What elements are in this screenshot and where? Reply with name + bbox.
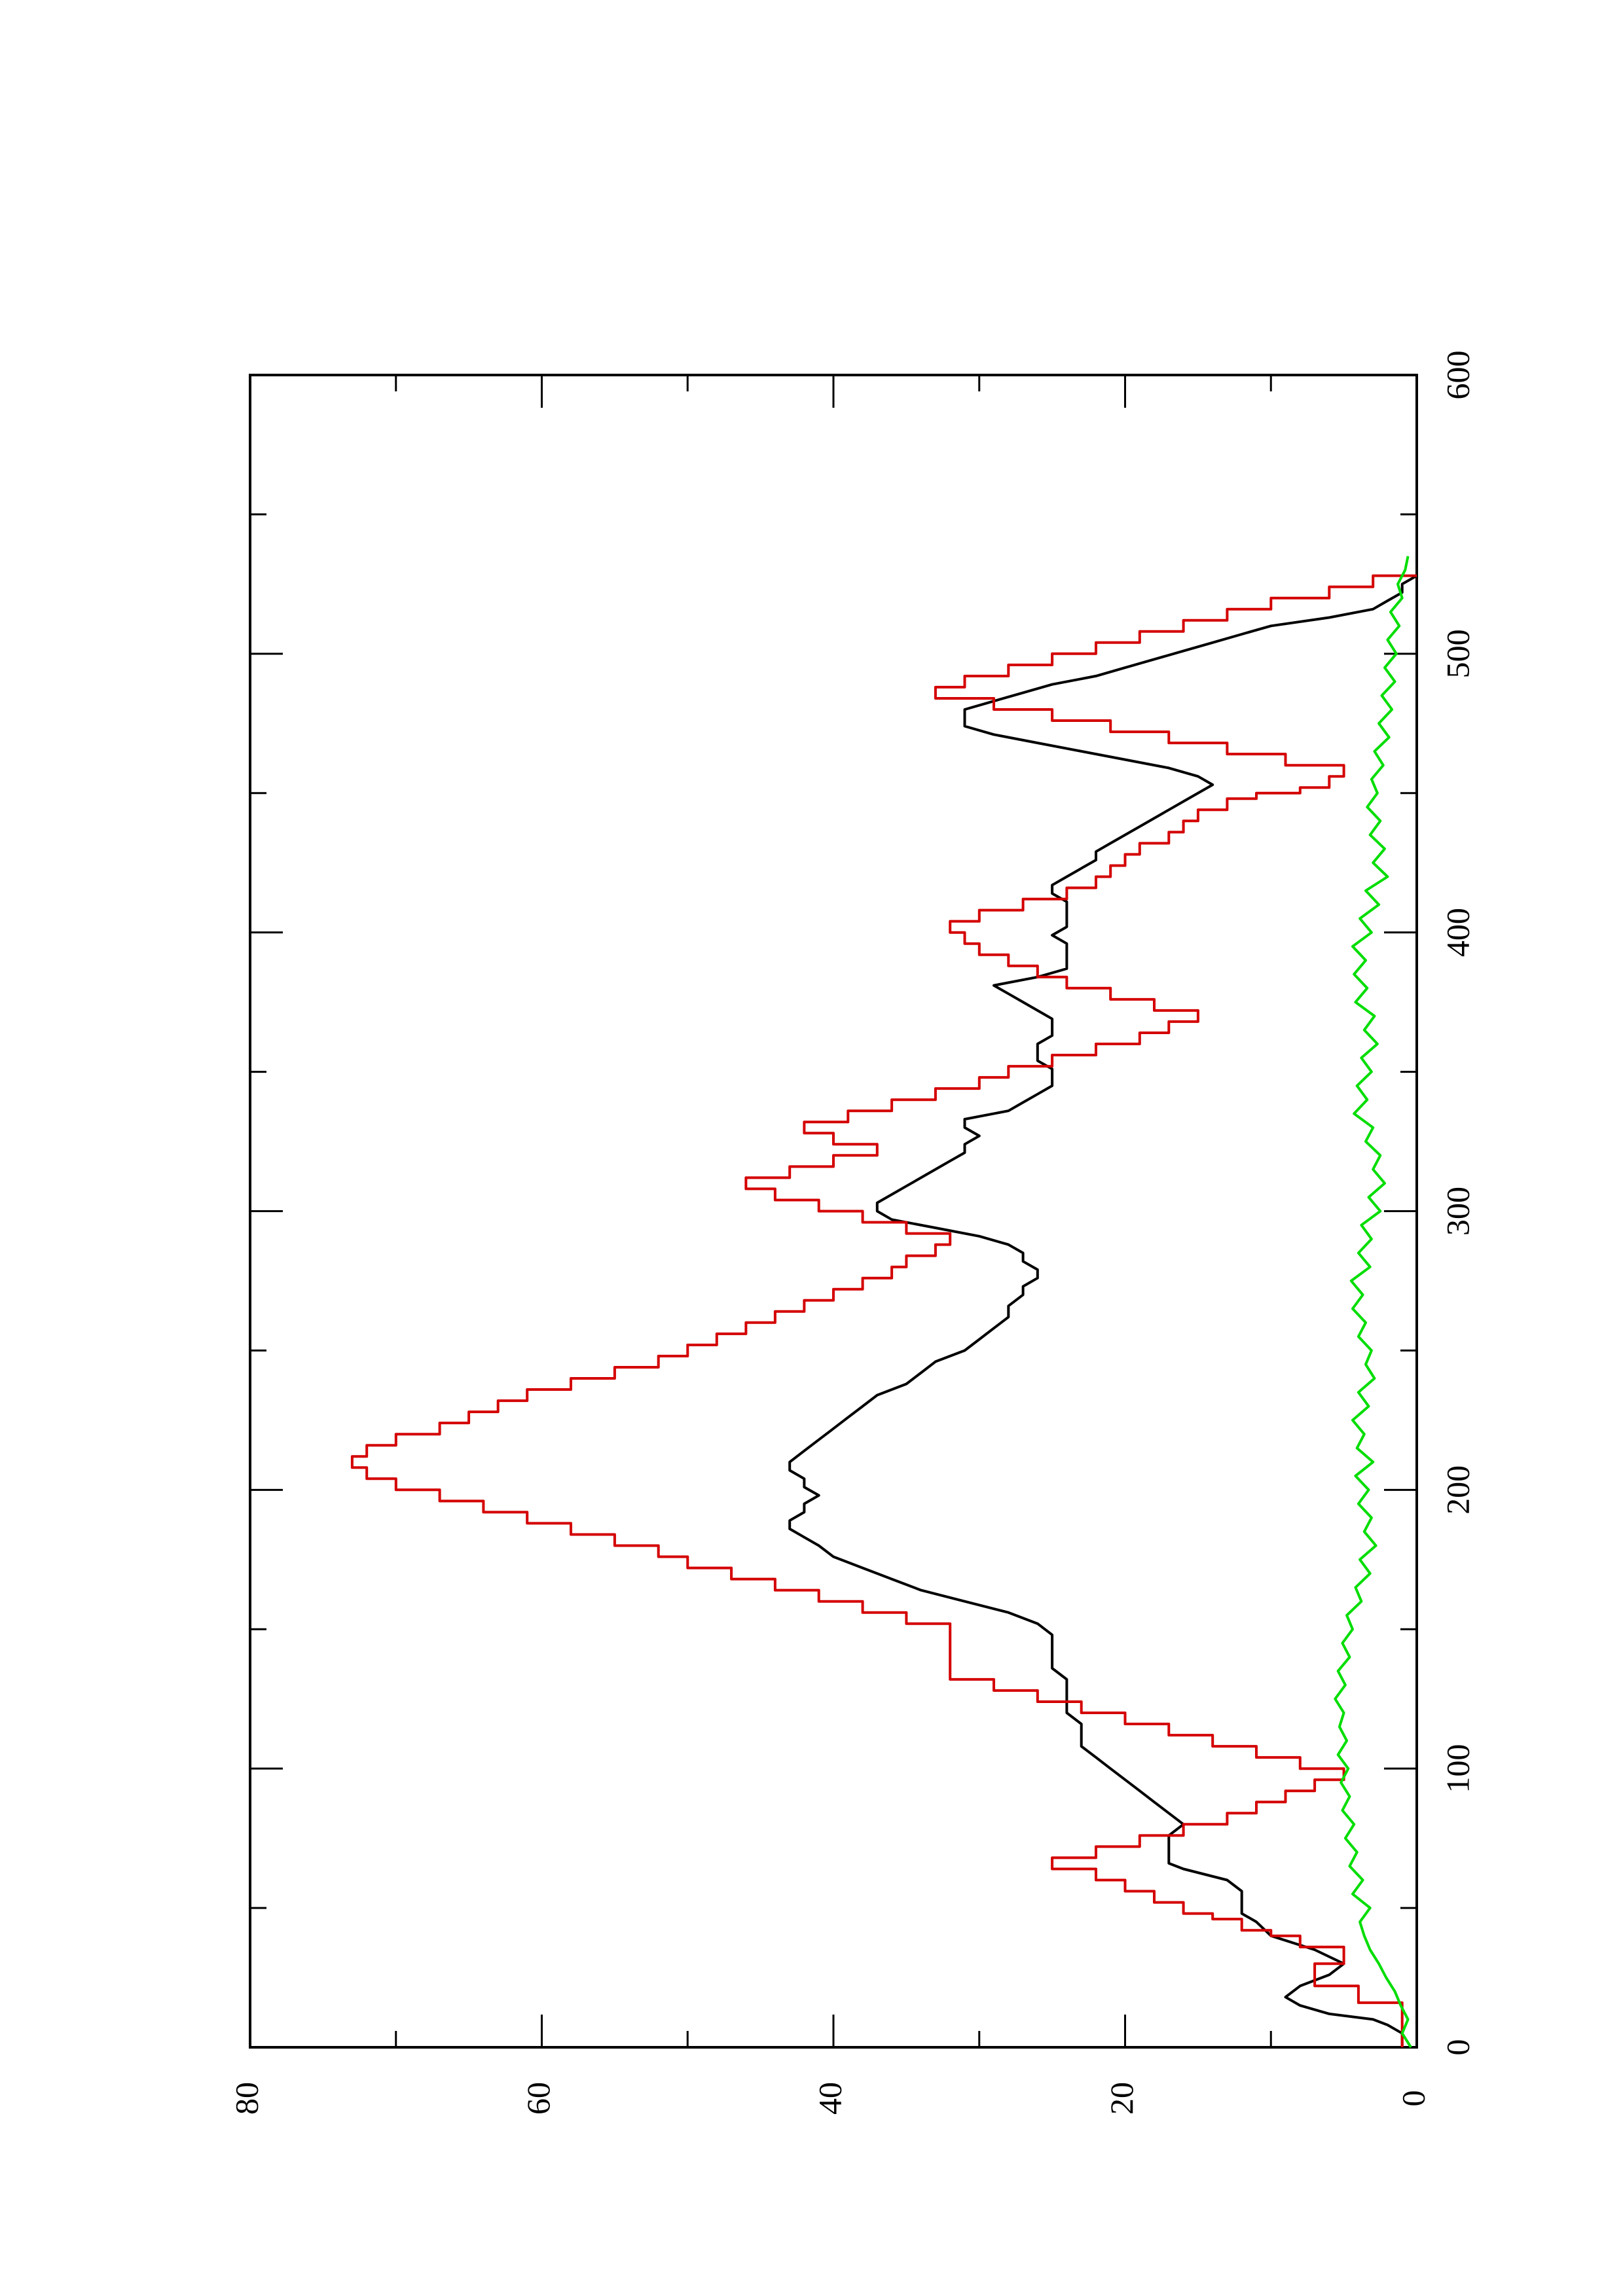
x-tick-label: 600 [1439,351,1476,400]
y-tick-label: 60 [520,2082,556,2115]
x-tick-label: 300 [1439,1187,1476,1236]
y-tick-label: 20 [1103,2082,1140,2115]
series-line-3 [1334,556,1412,2049]
x-tick-label: 100 [1439,1744,1476,1793]
x-tick-label: 400 [1439,908,1476,957]
axis-ticks [249,374,1418,2049]
series-line-1 [788,570,1418,2047]
y-tick-label: 40 [811,2082,848,2115]
y-tick-label: 0 [1395,2090,1431,2107]
axis-tick-labels: 0 100 200 300 400 500 600 0 20 40 60 80 [228,351,1476,2115]
x-tick-label: 500 [1439,629,1476,678]
x-tick-label: 0 [1439,2039,1476,2056]
series-layer [350,556,1418,2049]
series-line-2 [350,574,1417,2047]
x-tick-label: 200 [1439,1465,1476,1515]
y-tick-label: 80 [228,2082,264,2115]
